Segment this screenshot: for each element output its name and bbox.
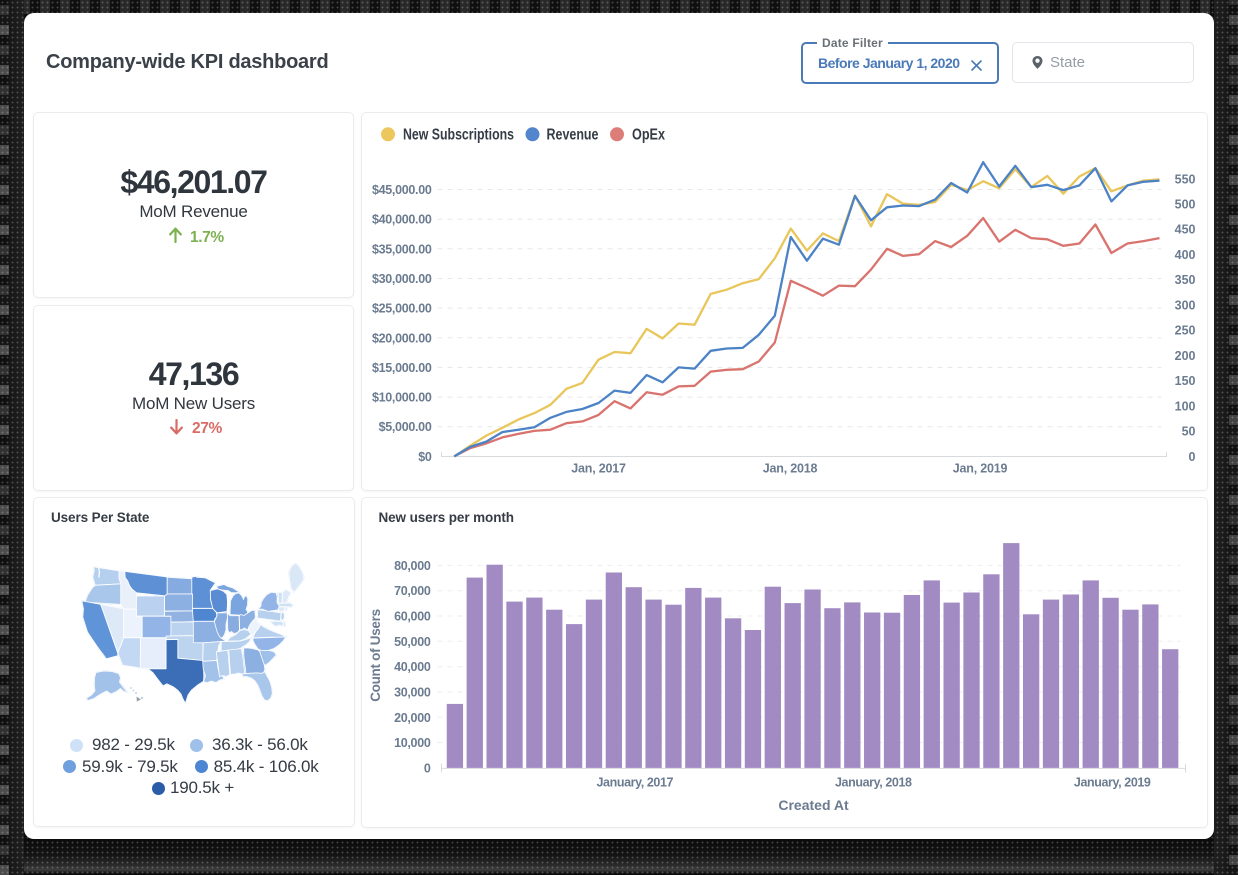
- svg-text:Created At: Created At: [778, 797, 849, 813]
- svg-text:New Subscriptions: New Subscriptions: [403, 127, 514, 144]
- svg-text:50: 50: [1181, 425, 1195, 439]
- svg-text:150: 150: [1174, 374, 1195, 388]
- svg-text:250: 250: [1174, 324, 1195, 338]
- svg-text:$10,000.00: $10,000.00: [371, 391, 431, 405]
- svg-text:10,000: 10,000: [394, 736, 431, 750]
- svg-text:350: 350: [1174, 273, 1195, 287]
- svg-text:Jan, 2018: Jan, 2018: [762, 462, 817, 476]
- svg-text:OpEx: OpEx: [632, 127, 665, 144]
- svg-text:70,000: 70,000: [394, 584, 431, 598]
- svg-text:50,000: 50,000: [394, 634, 431, 648]
- svg-text:500: 500: [1174, 198, 1195, 212]
- svg-text:400: 400: [1174, 248, 1195, 262]
- svg-text:Jan, 2019: Jan, 2019: [952, 462, 1007, 476]
- svg-text:Count of Users: Count of Users: [368, 609, 383, 702]
- svg-text:550: 550: [1174, 172, 1195, 186]
- svg-text:$15,000.00: $15,000.00: [371, 361, 431, 375]
- svg-text:200: 200: [1174, 349, 1195, 363]
- svg-text:Jan, 2017: Jan, 2017: [571, 462, 626, 476]
- svg-text:January, 2018: January, 2018: [835, 775, 912, 789]
- svg-text:80,000: 80,000: [394, 558, 431, 572]
- svg-text:40,000: 40,000: [394, 660, 431, 674]
- svg-text:20,000: 20,000: [394, 710, 431, 724]
- svg-text:January, 2019: January, 2019: [1073, 775, 1150, 789]
- svg-text:$40,000.00: $40,000.00: [371, 213, 431, 227]
- svg-text:$0: $0: [418, 450, 432, 464]
- svg-text:300: 300: [1174, 299, 1195, 313]
- svg-text:$5,000.00: $5,000.00: [378, 420, 431, 434]
- svg-text:$45,000.00: $45,000.00: [371, 183, 431, 197]
- svg-text:0: 0: [423, 761, 430, 775]
- svg-text:100: 100: [1174, 399, 1195, 413]
- svg-text:$30,000.00: $30,000.00: [371, 272, 431, 286]
- svg-text:30,000: 30,000: [394, 685, 431, 699]
- svg-text:60,000: 60,000: [394, 609, 431, 623]
- svg-text:$20,000.00: $20,000.00: [371, 331, 431, 345]
- svg-text:0: 0: [1188, 450, 1195, 464]
- svg-text:January, 2017: January, 2017: [596, 775, 673, 789]
- svg-text:Revenue: Revenue: [546, 127, 598, 144]
- svg-text:450: 450: [1174, 223, 1195, 237]
- svg-text:$35,000.00: $35,000.00: [371, 242, 431, 256]
- svg-text:$25,000.00: $25,000.00: [371, 302, 431, 316]
